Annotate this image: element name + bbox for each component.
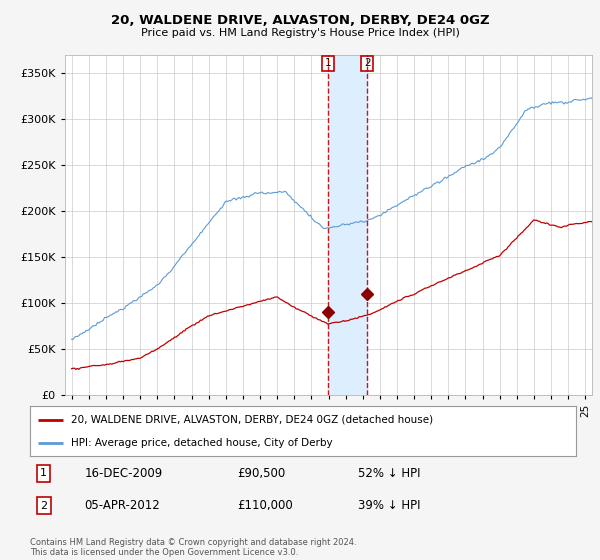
Text: 05-APR-2012: 05-APR-2012 <box>85 499 160 512</box>
Text: 20, WALDENE DRIVE, ALVASTON, DERBY, DE24 0GZ: 20, WALDENE DRIVE, ALVASTON, DERBY, DE24… <box>110 14 490 27</box>
Text: 1: 1 <box>40 468 47 478</box>
Text: 39% ↓ HPI: 39% ↓ HPI <box>358 499 420 512</box>
Text: 2: 2 <box>40 501 47 511</box>
Text: 20, WALDENE DRIVE, ALVASTON, DERBY, DE24 0GZ (detached house): 20, WALDENE DRIVE, ALVASTON, DERBY, DE24… <box>71 414 433 424</box>
Text: Price paid vs. HM Land Registry's House Price Index (HPI): Price paid vs. HM Land Registry's House … <box>140 28 460 38</box>
Text: £110,000: £110,000 <box>238 499 293 512</box>
Text: 2: 2 <box>364 58 371 68</box>
Bar <box>328 55 367 395</box>
Text: Contains HM Land Registry data © Crown copyright and database right 2024.
This d: Contains HM Land Registry data © Crown c… <box>30 538 356 557</box>
Text: HPI: Average price, detached house, City of Derby: HPI: Average price, detached house, City… <box>71 438 332 448</box>
Text: 16-DEC-2009: 16-DEC-2009 <box>85 467 163 480</box>
Text: 52% ↓ HPI: 52% ↓ HPI <box>358 467 420 480</box>
Text: 1: 1 <box>325 58 331 68</box>
Text: £90,500: £90,500 <box>238 467 286 480</box>
